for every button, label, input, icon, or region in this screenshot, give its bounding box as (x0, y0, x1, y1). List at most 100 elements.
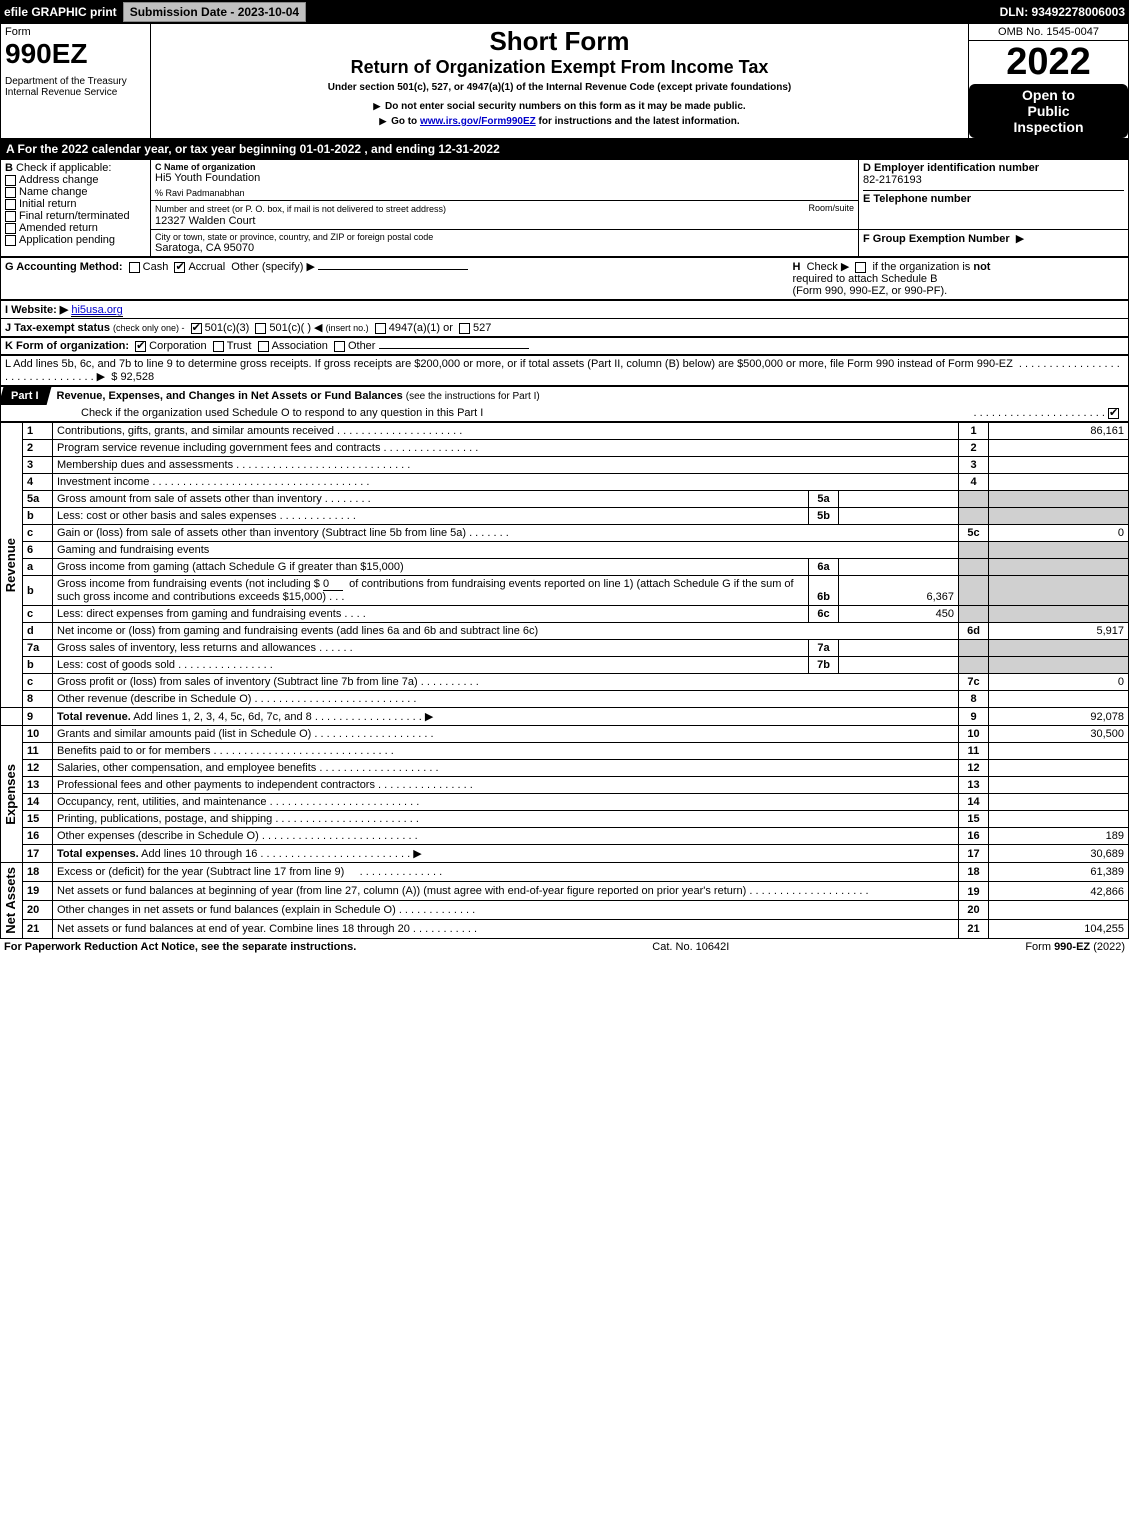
line4-value (989, 474, 1129, 491)
open-to-public-pill: Open to Public Inspection (969, 84, 1128, 138)
line6a-value (839, 559, 959, 576)
form-title: Return of Organization Exempt From Incom… (155, 57, 964, 78)
line16-value: 189 (989, 828, 1129, 845)
part1-lines-table: Revenue 1 Contributions, gifts, grants, … (0, 422, 1129, 939)
4947-checkbox[interactable] (375, 323, 386, 334)
schedule-o-checkbox[interactable] (1108, 408, 1119, 419)
footer-right: Form 990-EZ (2022) (1025, 941, 1125, 953)
form-title-cell: Short Form Return of Organization Exempt… (151, 24, 969, 139)
section-j-cell: J Tax-exempt status (check only one) - 5… (1, 319, 1129, 337)
schedule-b-checkbox[interactable] (855, 262, 866, 273)
org-name: Hi5 Youth Foundation (155, 172, 854, 184)
efile-label: efile GRAPHIC print (4, 5, 117, 19)
section-b-cell: B Check if applicable: Address change Na… (1, 160, 151, 257)
submission-date-button[interactable]: Submission Date - 2023-10-04 (123, 2, 306, 22)
line1-value: 86,161 (989, 423, 1129, 440)
short-form-label: Short Form (155, 26, 964, 57)
city-value: Saratoga, CA 95070 (155, 242, 854, 254)
form-header-table: Form 990EZ Department of the Treasury In… (0, 24, 1129, 139)
footer-cat: Cat. No. 10642I (652, 941, 729, 953)
line14-value (989, 794, 1129, 811)
line6b-fill: 0 (323, 578, 343, 591)
tax-year: 2022 (969, 41, 1128, 84)
ein-value: 82-2176193 (863, 174, 1124, 186)
address-change-checkbox[interactable] (5, 175, 16, 186)
section-a-bar: A For the 2022 calendar year, or tax yea… (0, 139, 1129, 159)
section-d-e-cell: D Employer identification number 82-2176… (859, 160, 1129, 230)
line5a-value (839, 491, 959, 508)
line5b-value (839, 508, 959, 525)
corporation-checkbox[interactable] (135, 341, 146, 352)
line2-value (989, 440, 1129, 457)
527-checkbox[interactable] (459, 323, 470, 334)
section-h-cell: H Check ▶ if the organization is not req… (789, 258, 1129, 300)
line13-value (989, 777, 1129, 794)
irs-link[interactable]: www.irs.gov/Form990EZ (420, 116, 536, 127)
gross-receipts-value: $ 92,528 (111, 371, 154, 383)
line7b-value (839, 657, 959, 674)
line19-value: 42,866 (989, 881, 1129, 900)
year-inspection-cell: 2022 Open to Public Inspection (969, 41, 1129, 139)
section-c-street-cell: Number and street (or P. O. box, if mail… (151, 201, 859, 230)
part1-label: Part I (0, 387, 51, 405)
page-footer: For Paperwork Reduction Act Notice, see … (0, 939, 1129, 955)
part1-header: Part I Revenue, Expenses, and Changes in… (0, 386, 1129, 422)
line7a-value (839, 640, 959, 657)
section-c-city-cell: City or town, state or province, country… (151, 230, 859, 257)
501c3-checkbox[interactable] (191, 323, 202, 334)
other-org-checkbox[interactable] (334, 341, 345, 352)
final-return-checkbox[interactable] (5, 211, 16, 222)
name-change-checkbox[interactable] (5, 187, 16, 198)
amended-return-checkbox[interactable] (5, 223, 16, 234)
goto-line: Go to www.irs.gov/Form990EZ for instruct… (155, 116, 964, 127)
under-section: Under section 501(c), 527, or 4947(a)(1)… (155, 82, 964, 93)
trust-checkbox[interactable] (213, 341, 224, 352)
section-c-name-cell: C Name of organization Hi5 Youth Foundat… (151, 160, 859, 201)
line8-value (989, 691, 1129, 708)
expenses-section-label: Expenses (1, 760, 20, 829)
initial-return-checkbox[interactable] (5, 199, 16, 210)
ssn-warning: Do not enter social security numbers on … (155, 101, 964, 112)
line6d-value: 5,917 (989, 623, 1129, 640)
street-value: 12327 Walden Court (155, 215, 256, 227)
dept-line2: Internal Revenue Service (5, 87, 146, 98)
line21-value: 104,255 (989, 919, 1129, 938)
form-word: Form (5, 26, 146, 38)
netassets-section-label: Net Assets (1, 863, 20, 938)
form-number: 990EZ (5, 38, 146, 70)
line5c-value: 0 (989, 525, 1129, 542)
line6b-value: 6,367 (839, 576, 959, 606)
org-info-table: B Check if applicable: Address change Na… (0, 159, 1129, 257)
line12-value (989, 760, 1129, 777)
section-l-cell: L Add lines 5b, 6c, and 7b to line 9 to … (1, 356, 1129, 386)
section-k-cell: K Form of organization: Corporation Trus… (1, 338, 1129, 355)
top-bar: efile GRAPHIC print Submission Date - 20… (0, 0, 1129, 24)
arrow-icon (379, 116, 388, 127)
line11-value (989, 743, 1129, 760)
line18-value: 61,389 (989, 863, 1129, 882)
l-table: L Add lines 5b, 6c, and 7b to line 9 to … (0, 355, 1129, 386)
g-h-table: G Accounting Method: Cash Accrual Other … (0, 257, 1129, 300)
line15-value (989, 811, 1129, 828)
i-j-table: I Website: ▶ hi5usa.org J Tax-exempt sta… (0, 300, 1129, 337)
line10-value: 30,500 (989, 726, 1129, 743)
footer-left: For Paperwork Reduction Act Notice, see … (4, 941, 356, 953)
omb-cell: OMB No. 1545-0047 (969, 24, 1129, 41)
line9-value: 92,078 (989, 708, 1129, 726)
line3-value (989, 457, 1129, 474)
501c-checkbox[interactable] (255, 323, 266, 334)
dln-label: DLN: 93492278006003 (1000, 5, 1125, 19)
association-checkbox[interactable] (258, 341, 269, 352)
website-link[interactable]: hi5usa.org (71, 304, 122, 317)
line17-value: 30,689 (989, 845, 1129, 863)
line6c-value: 450 (839, 606, 959, 623)
line20-value (989, 900, 1129, 919)
section-f-cell: F Group Exemption Number ▶ (859, 230, 1129, 257)
line7c-value: 0 (989, 674, 1129, 691)
cash-checkbox[interactable] (129, 262, 140, 273)
application-pending-checkbox[interactable] (5, 235, 16, 246)
k-table: K Form of organization: Corporation Trus… (0, 337, 1129, 355)
dept-line1: Department of the Treasury (5, 76, 146, 87)
form-id-cell: Form 990EZ Department of the Treasury In… (1, 24, 151, 139)
accrual-checkbox[interactable] (174, 262, 185, 273)
